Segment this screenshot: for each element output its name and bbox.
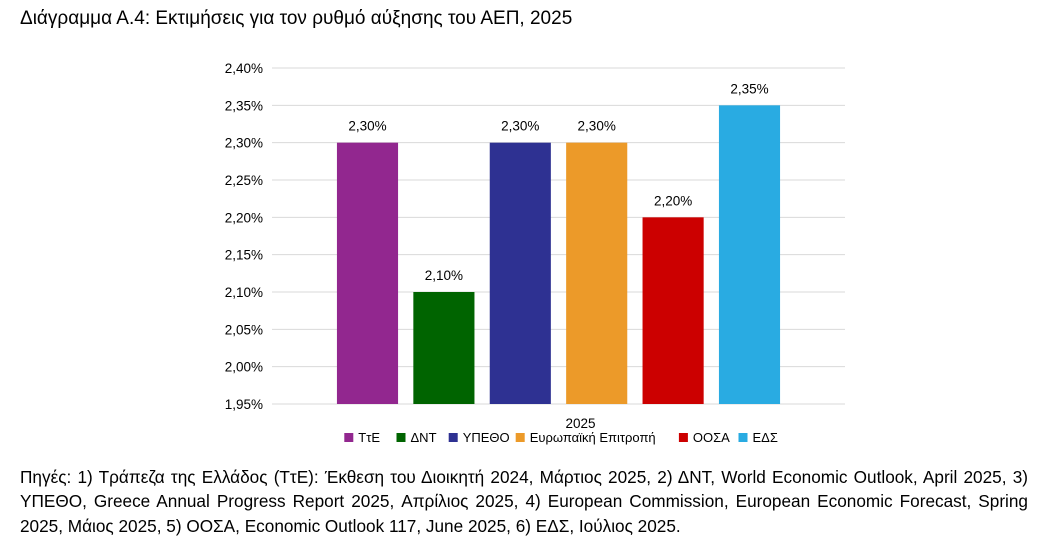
legend-swatch (678, 433, 688, 442)
data-label: 2,35% (730, 81, 768, 96)
y-tick-label: 2,20% (225, 210, 263, 225)
legend-swatch (738, 433, 748, 442)
data-label: 2,20% (654, 193, 692, 208)
source-note: Πηγές: 1) Τράπεζα της Ελλάδος (ΤτΕ): Έκθ… (20, 467, 1028, 536)
bar-chart: 1,95% 2,00% 2,05% 2,10% 2,15% 2,20% 2,25% 2,30%… (225, 61, 845, 445)
y-tick-label: 2,10% (225, 285, 263, 300)
y-tick-label: 1,95% (225, 397, 263, 412)
legend-label: ΟΟΣΑ (693, 430, 730, 445)
chart-title: Διάγραμμα Α.4: Εκτιμήσεις για τον ρυθμό … (20, 8, 573, 29)
legend-swatch (344, 433, 354, 442)
legend-label: ΕΔΣ (753, 430, 778, 445)
data-label: 2,30% (501, 119, 539, 134)
y-tick-label: 2,30% (225, 136, 263, 151)
data-label: 2,10% (425, 268, 463, 283)
x-axis-categories: 2025 (565, 416, 595, 431)
y-tick-label: 2,35% (225, 98, 263, 113)
data-label: 2,30% (578, 119, 616, 134)
y-tick-label: 2,40% (225, 61, 263, 76)
bar (489, 142, 551, 404)
y-tick-label: 2,00% (225, 360, 263, 375)
bar (566, 142, 628, 404)
y-tick-label: 2,15% (225, 248, 263, 263)
bar (642, 217, 704, 404)
legend: ΤτΕ ΔΝΤ ΥΠΕΘΟ Ευρωπαϊκή Επιτροπή ΟΟΣΑ ΕΔΣ (344, 430, 778, 445)
legend-label: Ευρωπαϊκή Επιτροπή (530, 430, 656, 445)
legend-label: ΤτΕ (358, 430, 380, 445)
legend-swatch (448, 433, 458, 442)
y-axis-tick-labels: 1,95% 2,00% 2,05% 2,10% 2,15% 2,20% 2,25% 2,30%… (225, 61, 263, 412)
data-label: 2,30% (348, 119, 386, 134)
bars (336, 105, 781, 404)
legend-swatch (515, 433, 525, 442)
bar (413, 292, 475, 404)
x-tick-label: 2025 (565, 416, 595, 431)
legend-label: ΔΝΤ (411, 430, 437, 445)
y-tick-label: 2,25% (225, 173, 263, 188)
data-labels: 2,30% 2,10% 2,30% 2,30% 2,20% 2,35% (348, 81, 768, 283)
legend-label: ΥΠΕΘΟ (463, 430, 510, 445)
bar (336, 142, 399, 404)
legend-swatch (396, 433, 406, 442)
y-tick-label: 2,05% (225, 322, 263, 337)
bar (718, 105, 781, 404)
